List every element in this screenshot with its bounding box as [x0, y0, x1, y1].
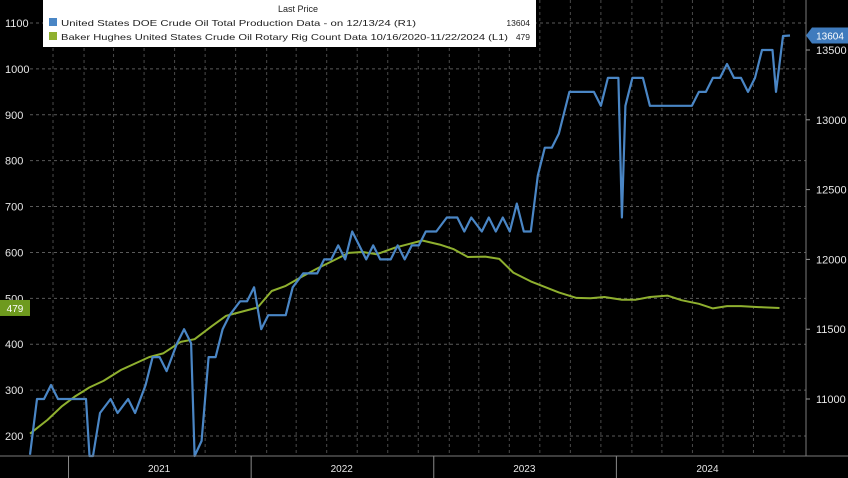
series-layer	[28, 34, 791, 458]
right-axis: 11000 11500 12000 12500 13000 13500	[806, 45, 847, 406]
left-tick-label: 300	[5, 385, 23, 397]
right-tick-label: 13000	[816, 115, 847, 127]
left-tick-label: 600	[5, 247, 23, 259]
x-year-label: 2021	[148, 464, 171, 475]
legend-box	[43, 0, 536, 47]
left-tick-label: 1100	[5, 18, 29, 30]
x-year-label: 2023	[513, 464, 536, 475]
series-line-crude-production	[28, 34, 791, 458]
legend-label-rigcount: Baker Hughes United States Crude Oil Rot…	[61, 32, 508, 42]
left-tick-label: 400	[5, 339, 23, 351]
last-value-tags: 479 13604	[0, 27, 848, 316]
right-tick-label: 11000	[816, 394, 846, 406]
legend-label-production: United States DOE Crude Oil Total Produc…	[61, 18, 416, 28]
left-tick-label: 900	[5, 110, 23, 122]
last-value-tag-rig-count	[0, 299, 30, 316]
right-tick-label: 12500	[816, 185, 847, 197]
right-tick-label: 11500	[816, 324, 846, 336]
legend-value-rigcount: 479	[516, 32, 530, 42]
legend: Last Price United States DOE Crude Oil T…	[43, 0, 536, 47]
gridlines	[30, 0, 806, 456]
left-tick-label: 1000	[5, 64, 29, 76]
legend-header: Last Price	[278, 4, 318, 14]
left-tick-label: 700	[5, 202, 23, 214]
legend-swatch-production	[49, 18, 57, 26]
x-year-label: 2022	[331, 464, 354, 475]
left-tick-label: 800	[5, 156, 23, 168]
last-value-tag-production	[806, 27, 848, 44]
right-tick-label: 13500	[816, 45, 847, 57]
legend-value-production: 13604	[506, 18, 530, 28]
x-year-label: 2024	[696, 464, 719, 475]
left-tick-label: 200	[5, 431, 23, 443]
right-tick-label: 12000	[816, 254, 847, 266]
legend-swatch-rigcount	[49, 32, 57, 40]
series-line-rig-count	[29, 239, 780, 435]
x-axis: 2021 2022 2023 2024	[68, 456, 719, 478]
last-value-tag-production-text: 13604	[816, 31, 844, 42]
last-value-tag-rig-count-text: 479	[7, 304, 24, 315]
